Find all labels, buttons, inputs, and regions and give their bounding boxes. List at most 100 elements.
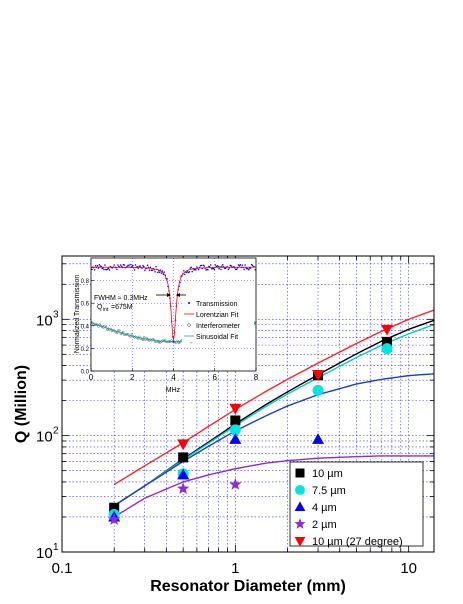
inset-x-tick-label: 8: [254, 373, 259, 382]
inset-transmission-point: [224, 267, 227, 269]
inset-transmission-point: [103, 268, 105, 271]
inset-x-tick-label: 6: [213, 373, 218, 382]
inset-annotation-q-prefix: Q: [97, 304, 103, 311]
inset-transmission-point: [151, 269, 154, 271]
inset-transmission-point: [93, 269, 96, 271]
inset-transmission-point: [158, 271, 161, 274]
inset-transmission-point: [207, 268, 209, 271]
data-point-square: [230, 415, 241, 426]
inset-transmission-point: [248, 268, 250, 271]
inset-transmission-point: [251, 264, 254, 267]
inset-transmission-point: [108, 269, 111, 271]
data-point-triangle-up: [312, 433, 325, 444]
inset-transmission-point: [238, 265, 241, 267]
inset-interferometer-point: [141, 338, 145, 341]
inset-transmission-point: [161, 270, 164, 272]
inset-transmission-point: [94, 264, 97, 267]
legend-marker-triangle-up: [294, 501, 306, 512]
inset-transmission-point: [244, 264, 246, 266]
inset-x-tick-label: 4: [171, 373, 176, 382]
inset-transmission-point: [217, 265, 219, 267]
inset-transmission-point: [191, 270, 193, 273]
data-point-triangle-down: [177, 439, 190, 451]
inset-grid: [91, 258, 256, 371]
inset-transmission-point: [139, 265, 141, 267]
inset-transmission-point: [123, 264, 126, 266]
x-axis-title: Resonator Diameter (mm): [150, 578, 346, 595]
inset-legend-sinusoidal: Sinusoidal Fit: [196, 334, 238, 341]
legend-marker-square: [295, 468, 305, 478]
legend-box: [289, 461, 424, 547]
inset-annotation-fwhm: FWHM ≈ 0.3MHz: [94, 295, 148, 302]
data-point-square: [382, 336, 393, 347]
x-tick-labels: 0.1 1 10: [52, 560, 417, 577]
inset-y-tick-label: 0.0: [81, 370, 90, 376]
data-point-star: [176, 482, 190, 494]
inset-transmission-point: [190, 266, 192, 268]
fit-curve-3: [113, 455, 434, 518]
inset-transmission-point: [104, 264, 106, 266]
inset-transmission-point: [247, 267, 249, 270]
inset-transmission-point: [143, 265, 145, 268]
inset-transmission-point: [91, 268, 93, 271]
y-tick-label-base: 10: [36, 545, 53, 562]
inset-y-tick-label: 0.8: [81, 279, 90, 285]
data-point-star: [108, 513, 121, 525]
inset-transmission-point: [160, 272, 163, 274]
inset-y-tick-label: 0.6: [81, 302, 90, 308]
data-point-triangle-down: [381, 324, 394, 336]
axis-ticks: [61, 256, 434, 553]
inset-y-tick-label: 0.4: [81, 324, 90, 330]
inset-transmission-point: [116, 268, 118, 271]
inset-transmission-point: [195, 269, 197, 271]
inset-transmission-point: [243, 268, 245, 271]
inset-transmission-point: [222, 263, 224, 266]
inset-transmission-point: [134, 264, 137, 266]
data-point-triangle-down: [229, 403, 242, 415]
inset-transmission-point: [144, 269, 146, 272]
inset-transmission-point: [96, 265, 99, 267]
legend-markers: [294, 468, 306, 547]
inset-transmission-point: [142, 264, 144, 267]
x-tick-label: 10: [400, 560, 417, 577]
y-tick-label: 10 2: [36, 426, 59, 446]
inset-transmission-point: [148, 269, 151, 271]
inset-legend-interferometer-marker: [187, 323, 191, 327]
inset-transmission-point: [102, 267, 104, 269]
inset-transmission-point: [183, 270, 185, 272]
data-point-star: [229, 478, 242, 490]
inset-transmission-point: [237, 264, 240, 266]
inset-fwhm-arrows: [156, 293, 186, 297]
y-tick-label-exponent: 1: [53, 542, 59, 553]
data-point-circle: [229, 424, 241, 436]
inset-transmission-point: [119, 264, 122, 266]
y-tick-label: 10 3: [36, 309, 59, 329]
inset-x-axis-title: MHz: [166, 387, 181, 394]
inset-transmission-point: [249, 267, 252, 269]
inset-transmission-point: [120, 265, 123, 268]
inset-interferometer-point: [117, 329, 120, 332]
inset-legend-interferometer: Interferometer: [196, 323, 241, 330]
inset-transmission-point: [200, 264, 203, 267]
data-point-triangle-down: [312, 370, 325, 381]
inset-annotation-q-value: =675M: [111, 304, 133, 311]
inset-interferometer-point: [122, 330, 125, 334]
data-point-square: [178, 452, 189, 463]
inset-transmission-point: [197, 268, 200, 271]
inset-transmission-point: [183, 273, 186, 276]
inset-interferometer-point: [97, 325, 100, 328]
inset-transmission-point: [196, 266, 198, 268]
plot-frame: [61, 255, 435, 553]
data-point-triangle-up: [229, 433, 242, 444]
inset-transmission-point: [213, 268, 216, 271]
inset-transmission-point: [133, 269, 136, 271]
legend-label-2um: 2 µm: [312, 519, 337, 531]
y-axis-title: Q (Million): [13, 365, 30, 443]
inset-transmission-point: [188, 271, 191, 273]
inset-transmission-point: [136, 265, 139, 268]
legend-label-10um-27deg: 10 µm (27 degree): [312, 536, 403, 548]
inset-transmission-point: [203, 265, 205, 267]
inset-interferometer-point: [254, 322, 256, 326]
